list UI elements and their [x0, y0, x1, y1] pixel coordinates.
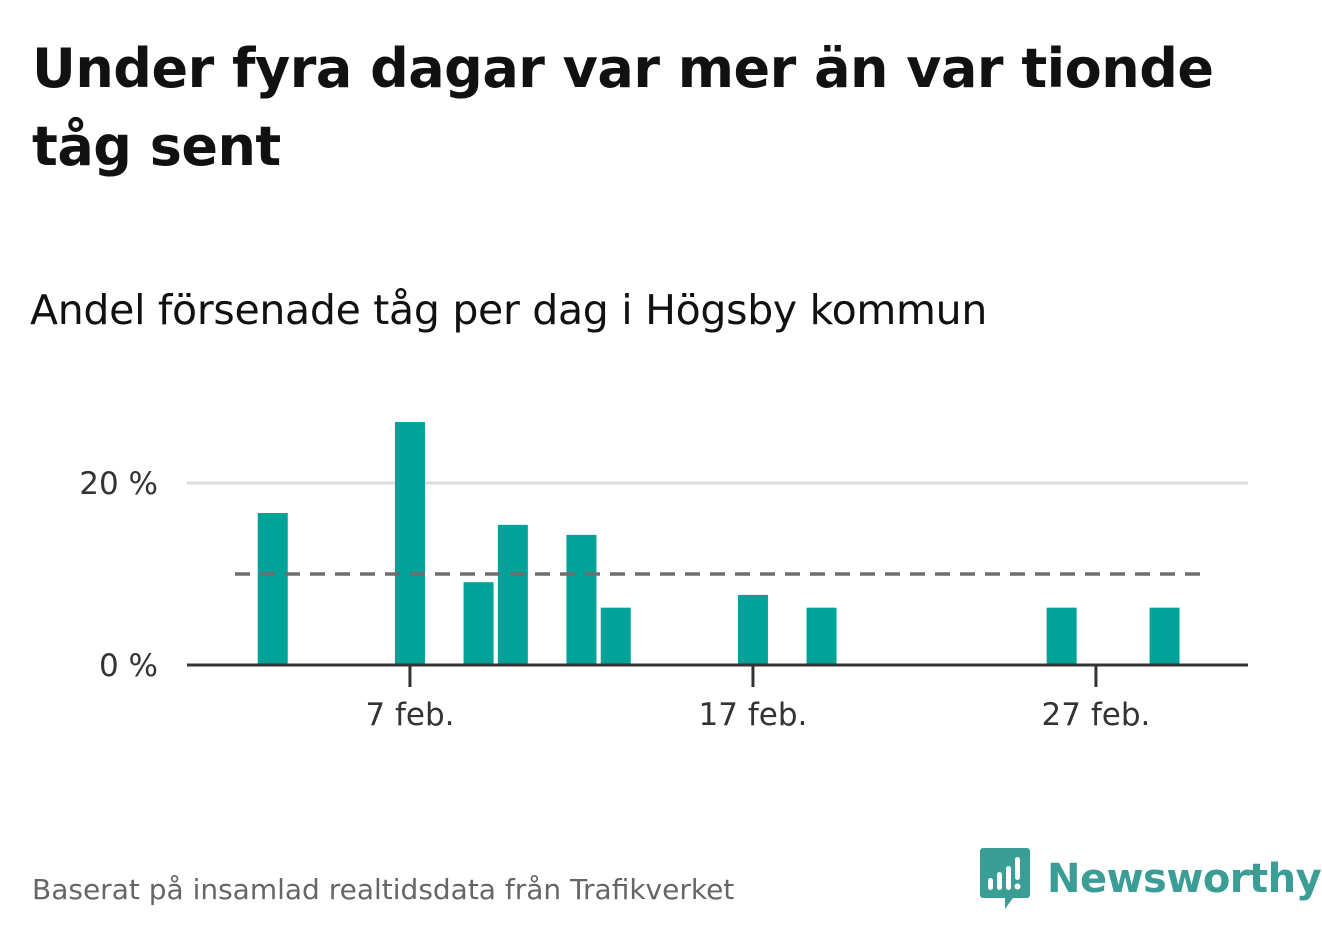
- bar: [737, 594, 768, 665]
- y-tick-label: 0 %: [99, 648, 158, 684]
- logo-dot: [1014, 883, 1021, 890]
- bar: [566, 534, 597, 665]
- logo-speech-bubble: [980, 848, 1030, 909]
- newsworthy-logo-icon: [980, 848, 1030, 909]
- chart-subtitle: Andel försenade tåg per dag i Högsby kom…: [30, 286, 988, 334]
- logo-bar-1: [988, 878, 993, 890]
- logo-bar-2: [997, 872, 1002, 890]
- bar: [394, 422, 425, 665]
- x-tick-label: 17 feb.: [699, 697, 808, 733]
- logo-bar-3: [1006, 866, 1011, 890]
- bar: [1149, 607, 1180, 665]
- bar: [497, 524, 528, 665]
- x-tick-label: 27 feb.: [1042, 697, 1151, 733]
- y-tick-label: 20 %: [79, 466, 158, 502]
- source-note: Baserat på insamlad realtidsdata från Tr…: [32, 873, 735, 906]
- bar-chart: 0 % 20 % 7 feb. 17 feb. 27 feb.: [79, 422, 1248, 733]
- bar: [806, 607, 837, 665]
- bar: [600, 607, 631, 665]
- bar: [1046, 607, 1077, 665]
- brand-name: Newsworthy: [1047, 856, 1322, 902]
- brand-logo: Newsworthy: [980, 848, 1322, 910]
- bar: [463, 582, 494, 665]
- bar: [257, 513, 288, 665]
- logo-bar-4: [1015, 857, 1020, 880]
- chart-title: Under fyra dagar var mer än var tionde t…: [32, 37, 1214, 178]
- x-tick-label: 7 feb.: [365, 697, 454, 733]
